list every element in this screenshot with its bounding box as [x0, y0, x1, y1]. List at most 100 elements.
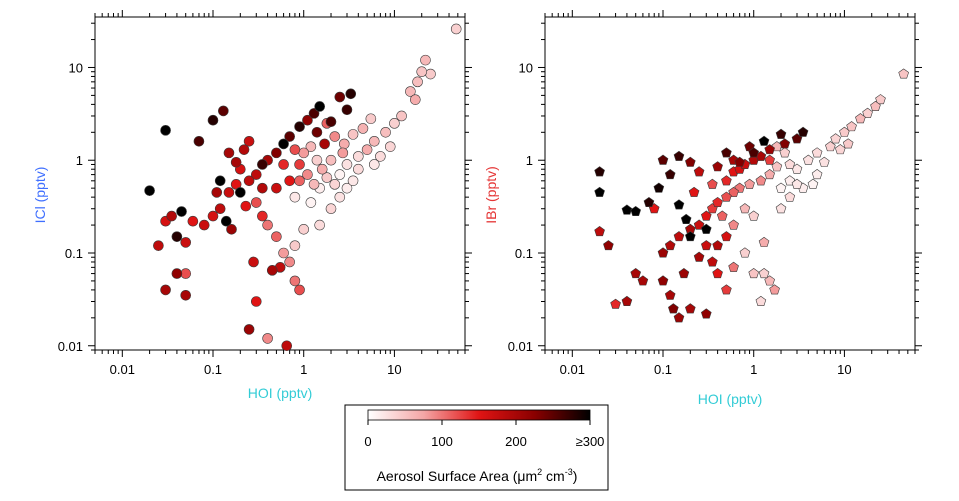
colorbar-title: Aerosol Surface Area (μm2 cm-3): [377, 467, 578, 484]
data-point: [693, 166, 705, 177]
data-point: [262, 219, 273, 231]
data-point: [289, 191, 301, 203]
data-point: [700, 210, 712, 221]
data-point: [341, 182, 353, 194]
data-point: [630, 205, 642, 217]
data-point: [807, 178, 819, 189]
data-point: [764, 275, 775, 286]
data-point: [791, 178, 803, 189]
data-point: [284, 131, 295, 142]
data-point: [375, 151, 386, 162]
data-point: [716, 210, 728, 221]
data-point: [361, 144, 373, 155]
data-point: [842, 138, 854, 149]
data-point: [289, 275, 301, 287]
data-point: [153, 240, 164, 251]
data-point: [898, 68, 909, 79]
y-tick-label: 0.01: [58, 339, 83, 354]
data-point: [734, 156, 745, 167]
data-point: [673, 231, 685, 242]
y-tick-label: 1: [526, 153, 533, 168]
data-point: [870, 100, 881, 111]
data-point: [238, 144, 250, 155]
x-tick-label: 0.01: [560, 362, 585, 377]
data-point: [305, 197, 317, 208]
data-point: [700, 240, 712, 251]
y-tick-label: 0.1: [65, 246, 83, 261]
x-axis-title-left: HOI (pptv): [248, 385, 313, 401]
data-point: [271, 182, 282, 194]
data-point: [250, 296, 262, 307]
data-point: [220, 215, 232, 227]
data-point: [748, 267, 760, 279]
data-point: [811, 147, 823, 158]
data-point: [257, 159, 268, 170]
y-tick-label: 0.1: [515, 246, 533, 261]
data-points-right: [594, 68, 909, 323]
y-tick-label: 1: [76, 153, 83, 168]
data-point: [862, 107, 873, 118]
data-point: [334, 169, 346, 180]
data-point: [357, 123, 369, 134]
data-point: [278, 138, 289, 150]
data-point: [693, 219, 705, 230]
data-point: [673, 312, 685, 323]
data-point: [171, 268, 183, 279]
data-point: [721, 175, 732, 186]
data-point: [758, 267, 770, 279]
data-point: [744, 178, 755, 189]
data-point: [353, 151, 364, 162]
axis-ticks-left: [88, 10, 472, 357]
data-point: [271, 231, 282, 242]
data-point: [673, 199, 685, 210]
data-point: [728, 186, 739, 197]
data-point: [653, 182, 665, 193]
data-point: [214, 203, 226, 215]
data-point: [235, 187, 246, 198]
y-axis-title-right: IBr (pptv): [483, 166, 499, 224]
data-point: [341, 104, 353, 116]
data-point: [329, 179, 341, 190]
data-point: [416, 66, 428, 78]
data-point: [316, 163, 328, 175]
data-point: [337, 147, 349, 159]
data-point: [294, 121, 305, 132]
plot-frame-left: [94, 16, 466, 351]
data-point: [144, 185, 155, 196]
data-point: [160, 284, 171, 296]
colorbar-gradient: [367, 409, 591, 421]
data-point: [664, 240, 676, 251]
data-point: [365, 113, 377, 125]
data-point: [250, 197, 262, 208]
data-point: [693, 251, 705, 262]
data-point: [223, 147, 235, 159]
colorbar-ticks: 0 100 200 ≥300: [364, 420, 604, 449]
data-point: [603, 240, 614, 251]
data-point: [775, 203, 787, 214]
data-point: [198, 219, 210, 231]
data-point: [784, 158, 796, 169]
data-point: [673, 150, 685, 161]
data-point: [721, 147, 732, 158]
data-point: [243, 324, 255, 335]
data-point: [311, 154, 323, 166]
y-axis-title-left: ICl (pptv): [32, 167, 48, 224]
data-point: [325, 154, 337, 166]
data-point: [764, 169, 775, 180]
data-point: [278, 159, 289, 170]
data-point: [368, 135, 380, 147]
data-point: [685, 156, 696, 167]
data-point: [748, 210, 760, 221]
y-tick-label: 10: [519, 60, 533, 75]
data-point: [707, 178, 718, 189]
data-point: [294, 284, 305, 296]
data-point: [685, 231, 696, 242]
x-tick-label: 0.01: [110, 362, 135, 377]
data-point: [680, 213, 692, 224]
data-point: [664, 169, 676, 180]
data-point: [257, 182, 268, 194]
data-point: [657, 154, 669, 165]
data-point: [266, 265, 278, 276]
data-point: [712, 161, 723, 172]
axis-ticks-right: [538, 10, 922, 357]
